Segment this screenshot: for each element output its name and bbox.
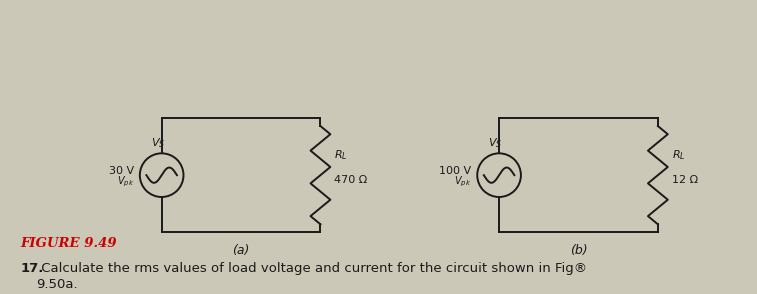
Text: 12 Ω: 12 Ω — [671, 175, 698, 185]
Text: $R_L$: $R_L$ — [335, 148, 348, 162]
Text: $V_S$: $V_S$ — [151, 136, 165, 150]
Text: 30 V: 30 V — [109, 166, 134, 176]
Text: 470 Ω: 470 Ω — [335, 175, 368, 185]
Text: 9.50a.: 9.50a. — [36, 278, 78, 291]
Text: $V_{pk}$: $V_{pk}$ — [117, 175, 134, 189]
Text: Calculate the rms values of load voltage and current for the circuit shown in Fi: Calculate the rms values of load voltage… — [36, 262, 587, 275]
Text: (a): (a) — [232, 244, 250, 257]
Text: FIGURE 9.49: FIGURE 9.49 — [20, 237, 117, 250]
Text: $R_L$: $R_L$ — [671, 148, 685, 162]
Text: $V_S$: $V_S$ — [488, 136, 502, 150]
Text: 100 V: 100 V — [439, 166, 472, 176]
Text: (b): (b) — [570, 244, 587, 257]
Text: $V_{pk}$: $V_{pk}$ — [454, 175, 472, 189]
Text: 17.: 17. — [20, 262, 44, 275]
